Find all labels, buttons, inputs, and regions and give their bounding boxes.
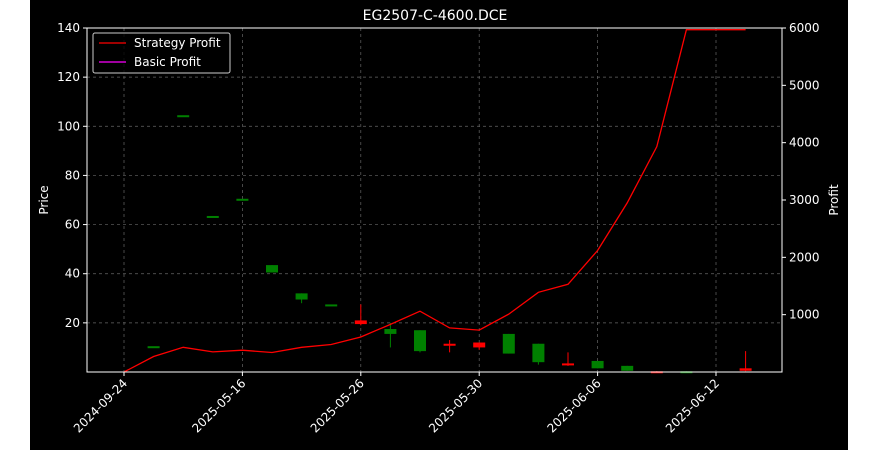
y-left-tick-label: 140 bbox=[57, 21, 80, 35]
candle-body bbox=[621, 365, 634, 371]
y-left-tick-label: 40 bbox=[65, 267, 80, 281]
chart-title: EG2507-C-4600.DCE bbox=[363, 8, 508, 24]
y-axis-right: 1000 2000 3000 4000 5000 6000 bbox=[782, 21, 820, 322]
candle-body bbox=[177, 115, 190, 118]
candle-body bbox=[502, 333, 515, 354]
candle-body bbox=[325, 304, 338, 307]
candle-body bbox=[266, 265, 278, 273]
y-right-tick-label: 2000 bbox=[789, 250, 820, 264]
y-left-tick-label: 80 bbox=[65, 168, 80, 182]
y-right-tick-label: 1000 bbox=[789, 308, 820, 322]
x-tick-label: 2025-05-16 bbox=[189, 376, 248, 435]
candle-body bbox=[295, 293, 308, 300]
x-tick-label: 2024-09-24 bbox=[71, 376, 130, 435]
x-tick-label: 2025-06-06 bbox=[545, 376, 604, 435]
grid bbox=[87, 27, 782, 372]
candle-body bbox=[562, 363, 574, 366]
candle-body bbox=[591, 360, 604, 369]
y-left-tick-label: 60 bbox=[65, 218, 80, 232]
x-tick-label: 2025-05-26 bbox=[308, 376, 367, 435]
chart: EG2507-C-4600.DCE 20 40 60 80 100 120 140 1000… bbox=[37, 8, 841, 435]
y-axis-left: 20 40 60 80 100 120 140 bbox=[57, 21, 87, 330]
candle-body bbox=[354, 320, 367, 325]
y-axis-right-label: Profit bbox=[827, 184, 841, 216]
y-left-tick-label: 20 bbox=[65, 316, 80, 330]
plot-frame bbox=[86, 27, 783, 373]
candle-body bbox=[206, 215, 219, 218]
y-axis-left-label: Price bbox=[37, 185, 51, 214]
y-right-tick-label: 4000 bbox=[789, 136, 820, 150]
y-right-tick-label: 6000 bbox=[789, 21, 820, 35]
chart-container: EG2507-C-4600.DCE 20 40 60 80 100 120 140 1000… bbox=[30, 0, 848, 450]
candle-body bbox=[473, 342, 486, 348]
candle-body bbox=[384, 329, 397, 334]
y-right-tick-label: 5000 bbox=[789, 78, 820, 92]
y-left-tick-label: 120 bbox=[57, 70, 80, 84]
candle-body bbox=[532, 343, 545, 363]
y-left-tick-label: 100 bbox=[57, 119, 80, 133]
legend-label-strategy-profit: Strategy Profit bbox=[134, 36, 221, 50]
x-tick-label: 2025-05-30 bbox=[426, 376, 485, 435]
legend: Strategy Profit Basic Profit bbox=[92, 32, 231, 74]
x-axis: 2024-09-24 2025-05-16 2025-05-26 2025-05-30… bbox=[71, 372, 722, 435]
candle-body bbox=[236, 198, 249, 201]
candle-body bbox=[414, 330, 426, 352]
legend-box bbox=[92, 32, 231, 74]
candle-body bbox=[443, 343, 456, 346]
y-right-tick-label: 3000 bbox=[789, 193, 820, 207]
candles bbox=[147, 115, 752, 374]
series-line-strategy-profit bbox=[123, 29, 746, 373]
candle-body bbox=[147, 346, 160, 349]
x-tick-label: 2025-06-12 bbox=[663, 376, 722, 435]
legend-label-basic-profit: Basic Profit bbox=[134, 55, 201, 69]
profit-lines bbox=[123, 29, 746, 373]
candle-body bbox=[739, 368, 752, 371]
